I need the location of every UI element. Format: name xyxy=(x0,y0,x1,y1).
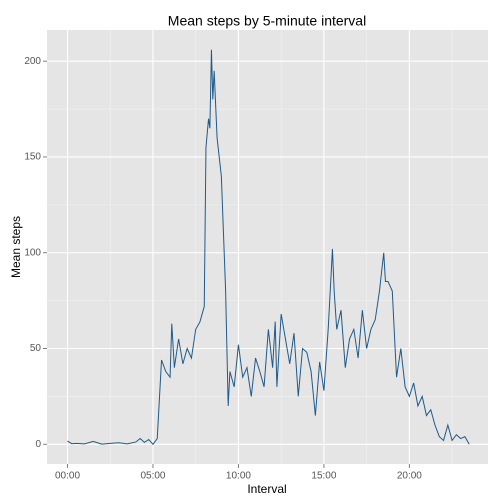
y-tick-label: 200 xyxy=(24,56,41,67)
x-tick-label: 10:00 xyxy=(226,471,251,482)
x-tick-label: 15:00 xyxy=(311,471,336,482)
y-axis-label: Mean steps xyxy=(9,216,23,278)
panel xyxy=(47,30,488,464)
y-tick-label: 0 xyxy=(35,439,41,450)
y-tick-label: 50 xyxy=(30,343,42,354)
x-tick-label: 05:00 xyxy=(140,471,165,482)
x-axis-label: Interval xyxy=(247,482,286,496)
x-tick-label: 00:00 xyxy=(55,471,80,482)
x-tick-label: 20:00 xyxy=(397,471,422,482)
y-tick-label: 100 xyxy=(24,247,41,258)
y-tick-label: 150 xyxy=(24,152,41,163)
chart-title: Mean steps by 5-minute interval xyxy=(168,13,366,29)
line xyxy=(67,49,470,446)
